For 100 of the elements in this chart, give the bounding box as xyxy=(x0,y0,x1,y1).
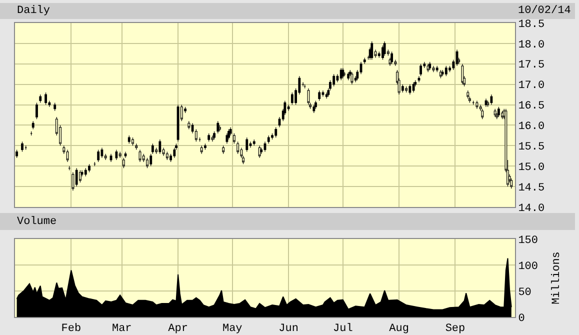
candlestick xyxy=(75,168,78,187)
candlestick xyxy=(383,41,386,56)
candlestick xyxy=(39,94,42,104)
candlestick xyxy=(444,66,448,76)
candlestick xyxy=(236,141,240,154)
candlestick xyxy=(325,92,328,99)
candlestick xyxy=(481,108,484,120)
candlestick xyxy=(79,170,82,183)
x-tick-label: Jul xyxy=(332,323,353,335)
x-tick-label: Aug xyxy=(389,323,409,335)
candlestick xyxy=(158,139,162,154)
candlestick xyxy=(440,70,442,78)
candlestick xyxy=(200,145,203,154)
x-tick-label: Jun xyxy=(278,323,298,335)
candlestick xyxy=(497,106,500,118)
candlestick xyxy=(213,131,216,140)
candlestick xyxy=(24,145,28,150)
candlestick xyxy=(72,172,74,191)
candlestick xyxy=(322,90,324,97)
y-axis-title: Millions xyxy=(551,252,564,304)
candlestick xyxy=(307,88,310,106)
candlestick xyxy=(44,92,47,106)
text: 10/02/14 xyxy=(518,5,572,17)
candlestick xyxy=(456,49,458,66)
candlestick xyxy=(426,64,430,72)
candlestick xyxy=(228,129,230,140)
candlestick xyxy=(350,72,354,85)
chart-title: Volume xyxy=(17,216,57,228)
candlestick xyxy=(246,137,248,152)
candlestick xyxy=(370,41,374,60)
x-tick-label: Feb xyxy=(61,323,82,335)
y-tick-label: 16.5 xyxy=(518,100,545,113)
candlestick xyxy=(472,100,475,106)
candlestick xyxy=(432,66,435,72)
candlestick xyxy=(408,84,412,95)
candlestick xyxy=(97,149,100,162)
candlestick xyxy=(314,100,317,110)
candlestick xyxy=(466,90,470,99)
candlestick xyxy=(222,145,225,154)
candlestick xyxy=(342,68,344,78)
candlestick xyxy=(405,86,408,93)
candlestick xyxy=(166,152,168,160)
candlestick xyxy=(118,152,122,158)
candlestick xyxy=(21,141,24,152)
candlestick xyxy=(347,72,350,81)
candlestick xyxy=(252,139,256,146)
candlestick xyxy=(173,147,176,158)
candlestick xyxy=(188,120,190,130)
candlestick xyxy=(494,108,496,118)
candlestick xyxy=(16,149,18,158)
candlestick xyxy=(476,100,478,110)
candlestick xyxy=(412,82,415,93)
candlestick xyxy=(66,149,69,162)
y-tick-label: 18.5 xyxy=(518,18,545,31)
candlestick xyxy=(110,154,112,162)
y-tick-label: 50 xyxy=(518,286,532,299)
candlestick xyxy=(115,149,118,160)
y-tick-label: 15.0 xyxy=(518,162,545,174)
candlestick xyxy=(233,133,236,144)
candlestick xyxy=(84,168,87,177)
candlestick xyxy=(344,72,346,76)
y-tick-label: 14.0 xyxy=(518,202,545,215)
chart-title: Daily xyxy=(17,5,50,17)
candlestick xyxy=(176,104,180,142)
candlestick xyxy=(36,102,38,120)
candlestick xyxy=(122,158,125,168)
candlestick xyxy=(287,104,290,112)
y-tick-label: 0 xyxy=(518,312,525,325)
candlestick xyxy=(441,70,444,76)
candlestick xyxy=(54,102,56,112)
candlestick xyxy=(461,64,464,85)
candlestick xyxy=(135,143,138,150)
candlestick xyxy=(267,135,270,144)
y-tick-label: 17.5 xyxy=(518,60,545,72)
candlestick xyxy=(146,158,148,168)
x-tick-label: Mar xyxy=(112,323,132,335)
candlestick xyxy=(204,143,206,150)
candlestick xyxy=(318,90,321,101)
candlestick xyxy=(211,135,214,142)
y-tick-label: 16.0 xyxy=(518,121,545,134)
candlestick xyxy=(304,84,306,89)
candlestick xyxy=(332,74,336,87)
candlestick xyxy=(490,94,493,106)
candlestick xyxy=(418,76,420,83)
candlestick xyxy=(151,143,154,154)
y-tick-label: 17.0 xyxy=(518,80,545,92)
x-tick-label: May xyxy=(222,323,243,335)
candlestick xyxy=(390,51,394,64)
candlestick xyxy=(363,57,366,64)
y-tick-label: 18.0 xyxy=(518,39,545,52)
candlestick xyxy=(484,98,488,108)
candlestick xyxy=(88,164,90,173)
candlestick xyxy=(216,120,220,134)
candlestick xyxy=(32,120,34,130)
candlestick xyxy=(428,62,432,70)
candlestick xyxy=(229,126,232,136)
y-tick-label: 15.5 xyxy=(518,142,545,154)
candlestick xyxy=(68,166,71,170)
candlestick xyxy=(124,152,127,158)
candlestick xyxy=(100,147,104,158)
